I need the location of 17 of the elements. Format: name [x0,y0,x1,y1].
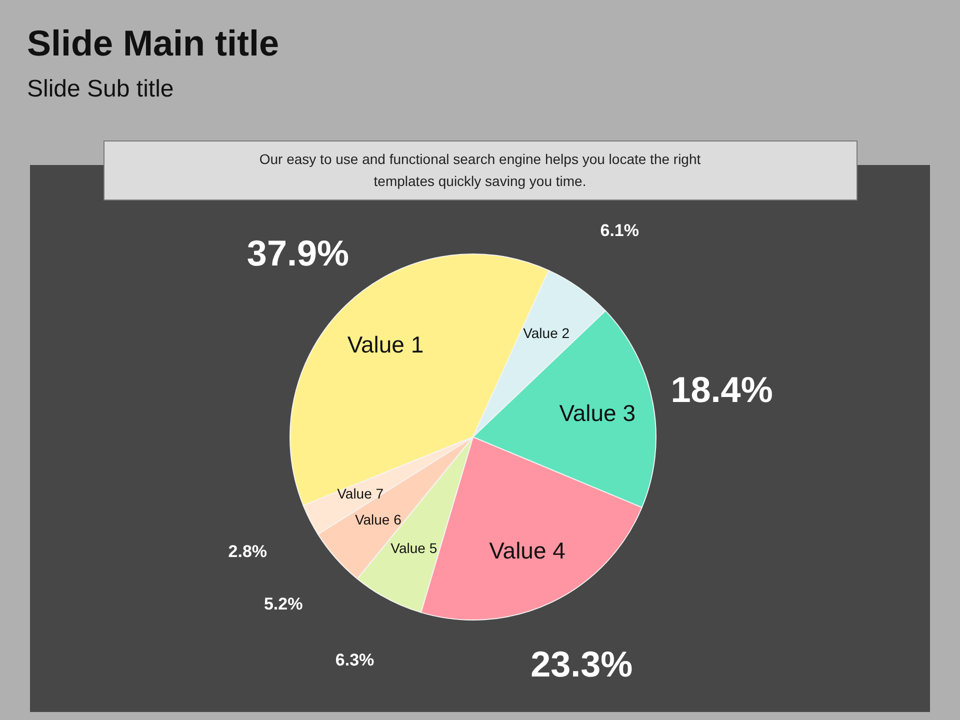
slice-label: Value 7 [337,486,384,502]
slice-label: Value 5 [390,540,438,556]
data-label: 2.8% [228,542,268,562]
slice-label: Value 4 [489,537,566,564]
data-label: 18.4% [670,368,773,410]
data-label: 23.3% [530,644,633,685]
slice-label: Value 2 [523,324,570,341]
text: Our easy to use and functional search engine helps you locate the right templates quickly saving you time. [259,151,701,189]
chart-title: Slide Main title [27,22,280,64]
data-label: 6.1% [600,220,640,240]
data-label: 37.9% [246,232,349,274]
data-label: 6.3% [335,650,374,670]
slice-label: Value 1 [347,332,424,358]
chart-subtitle: Slide Sub title [27,76,174,102]
data-label: 5.2% [264,594,303,614]
slice-label: Value 6 [354,512,402,528]
slice-label: Value 3 [559,400,636,426]
